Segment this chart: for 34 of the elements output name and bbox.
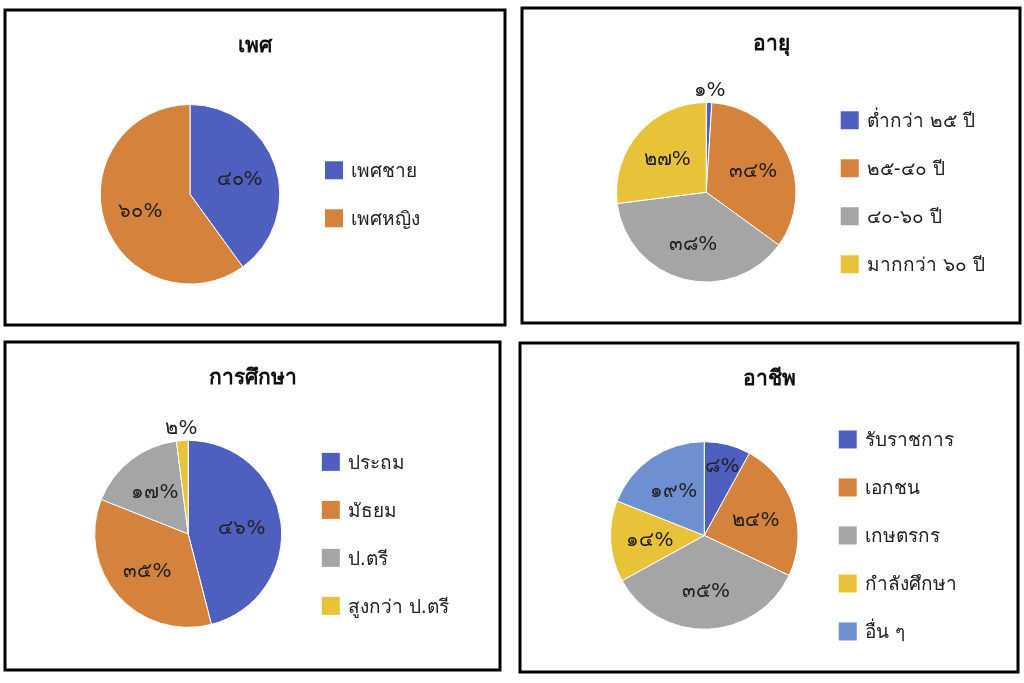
chart-title: การศึกษา bbox=[208, 365, 297, 389]
legend-label: เกษตรกร bbox=[864, 524, 940, 547]
data-label: ๖๐% bbox=[118, 198, 163, 223]
legend-label: มัธยม bbox=[347, 498, 397, 521]
legend-label: อื่น ๆ bbox=[864, 618, 905, 643]
chart-title: เพศ bbox=[238, 33, 273, 57]
data-label: ๒๗% bbox=[643, 145, 691, 170]
data-label: ๑๔% bbox=[626, 526, 674, 551]
data-label: ๑๗% bbox=[131, 479, 179, 504]
data-label: ๓๘% bbox=[669, 230, 718, 255]
data-label: ๓๔% bbox=[729, 158, 778, 183]
legend-label: เพศชาย bbox=[351, 159, 417, 182]
data-label: ๒% bbox=[165, 414, 198, 439]
legend-label: ๔๐-๖๐ ปี bbox=[866, 205, 942, 228]
data-label: ๔๐% bbox=[216, 166, 263, 191]
legend-label: ป.ตรี bbox=[347, 546, 388, 569]
legend-label: เพศหญิง bbox=[351, 207, 420, 231]
data-label: ๓๕% bbox=[123, 557, 172, 582]
data-label: ๓๕% bbox=[681, 577, 730, 602]
legend-label: ต่ำกว่า ๒๕ ปี bbox=[866, 107, 975, 132]
data-label: ๘% bbox=[705, 452, 740, 477]
chart-title: อายุ bbox=[752, 31, 790, 57]
legend-label: เอกชน bbox=[864, 476, 920, 499]
legend-label: กำลังศึกษา bbox=[864, 572, 957, 595]
legend-label: ประถม bbox=[347, 450, 405, 473]
data-label: ๑๙% bbox=[650, 478, 698, 503]
chart-title: อาชีพ bbox=[742, 366, 796, 390]
legend-label: รับราชการ bbox=[864, 428, 954, 451]
data-label: ๔๖% bbox=[218, 515, 266, 540]
legend-label: สูงกว่า ป.ตรี bbox=[347, 594, 449, 618]
data-label: ๑% bbox=[693, 76, 726, 101]
legend-label: มากกว่า ๖๐ ปี bbox=[866, 253, 985, 276]
data-label: ๒๔% bbox=[732, 506, 780, 531]
legend-label: ๒๕-๔๐ ปี bbox=[866, 157, 945, 180]
